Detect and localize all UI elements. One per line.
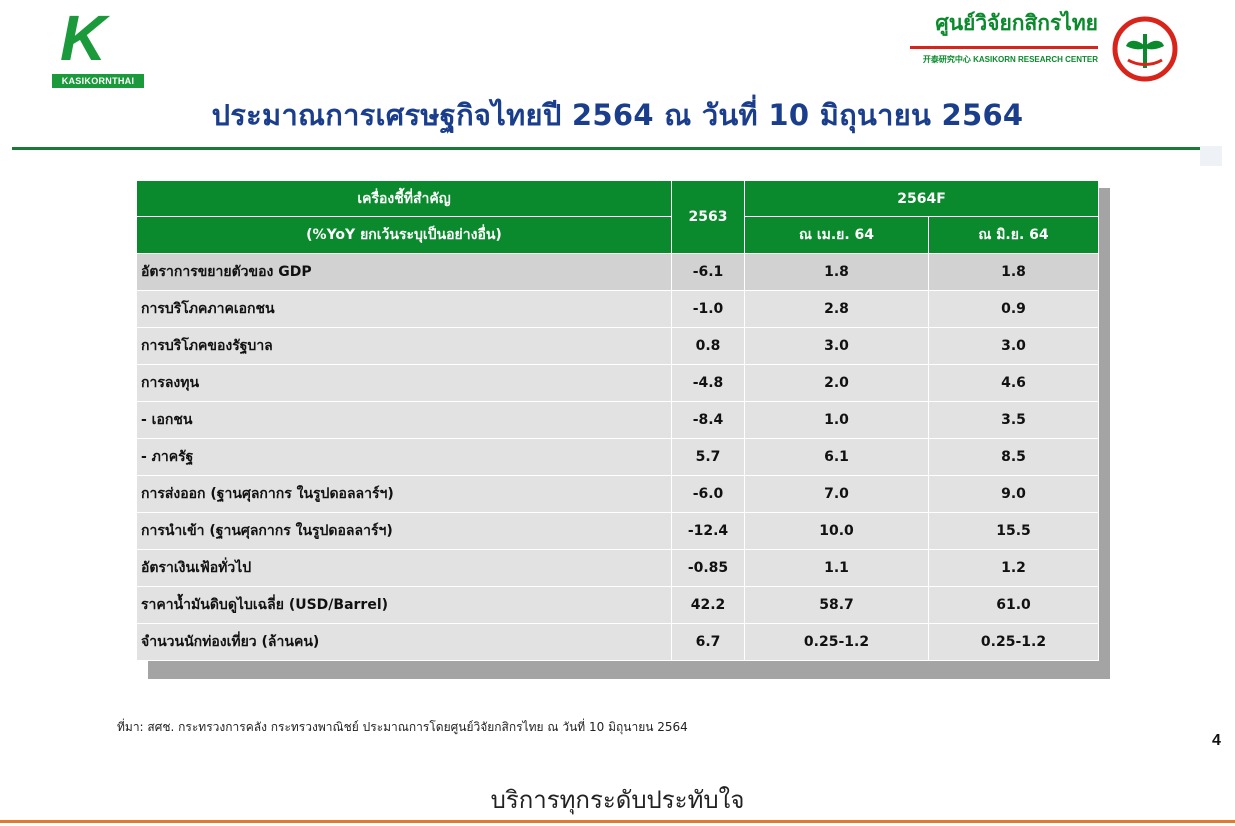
value-jun: 15.5 [928, 512, 1099, 550]
indicator-label: การส่งออก (ฐานศุลกากร ในรูปดอลลาร์ฯ) [136, 475, 672, 513]
value-jun: 1.8 [928, 253, 1099, 291]
k-logo-mark: K [60, 2, 107, 74]
value-jun: 8.5 [928, 438, 1099, 476]
value-apr: 1.8 [744, 253, 929, 291]
indicator-label: การนำเข้า (ฐานศุลกากร ในรูปดอลลาร์ฯ) [136, 512, 672, 550]
indicator-label: ราคาน้ำมันดิบดูไบเฉลี่ย (USD/Barrel) [136, 586, 672, 624]
research-center-subtitle: 开泰研究中心 KASIKORN RESEARCH CENTER [922, 55, 1098, 64]
kasikornthai-logo: K KASIKORNTHAI [52, 6, 152, 90]
table-row: การลงทุน -4.8 2.0 4.6 [136, 364, 1099, 402]
table-row: การบริโภคของรัฐบาล 0.8 3.0 3.0 [136, 327, 1099, 365]
economic-forecast-table: เครื่องชี้ที่สำคัญ 2563 2564F (%YoY ยกเว… [136, 180, 1099, 661]
slogan: บริการทุกระดับประทับใจ [490, 786, 745, 814]
value-apr: 10.0 [744, 512, 929, 550]
value-apr: 3.0 [744, 327, 929, 365]
research-center-name: ศูนย์วิจัยกสิกรไทย [935, 11, 1098, 35]
source-note: ที่มา: สศช. กระทรวงการคลัง กระทรวงพาณิชย… [117, 720, 688, 734]
kasikornthai-wordmark: KASIKORNTHAI [52, 74, 144, 88]
indicator-label: การบริโภคภาคเอกชน [136, 290, 672, 328]
indicator-label: - เอกชน [136, 401, 672, 439]
value-jun: 61.0 [928, 586, 1099, 624]
table-row: การบริโภคภาคเอกชน -1.0 2.8 0.9 [136, 290, 1099, 328]
header-2564f: 2564F [744, 180, 1099, 217]
table-row: จำนวนนักท่องเที่ยว (ล้านคน) 6.7 0.25-1.2 0.… [136, 623, 1099, 661]
value-apr: 58.7 [744, 586, 929, 624]
header-forecast-jun: ณ มิ.ย. 64 [928, 216, 1099, 254]
value-2563: -6.0 [671, 475, 745, 513]
value-apr: 2.8 [744, 290, 929, 328]
value-apr: 7.0 [744, 475, 929, 513]
indicator-label: จำนวนนักท่องเที่ยว (ล้านคน) [136, 623, 672, 661]
table-row: การนำเข้า (ฐานศุลกากร ในรูปดอลลาร์ฯ) -12.… [136, 512, 1099, 550]
table-row: - เอกชน -8.4 1.0 3.5 [136, 401, 1099, 439]
indicator-label: การลงทุน [136, 364, 672, 402]
indicator-label: - ภาครัฐ [136, 438, 672, 476]
value-2563: 5.7 [671, 438, 745, 476]
table-body: อัตราการขยายตัวของ GDP -6.1 1.8 1.8 การบริโ… [136, 253, 1099, 661]
page-title: ประมาณการเศรษฐกิจไทยปี 2564 ณ วันที่ 10 … [211, 98, 1024, 132]
value-2563: 42.2 [671, 586, 745, 624]
indicator-label: อัตราเงินเฟ้อทั่วไป [136, 549, 672, 587]
title-divider [12, 147, 1212, 150]
value-2563: -4.8 [671, 364, 745, 402]
value-jun: 1.2 [928, 549, 1099, 587]
rice-leaf-seal-icon [1112, 16, 1178, 82]
value-apr: 2.0 [744, 364, 929, 402]
value-jun: 3.5 [928, 401, 1099, 439]
header-indicator: เครื่องชี้ที่สำคัญ [136, 180, 672, 217]
indicator-label: อัตราการขยายตัวของ GDP [136, 253, 672, 291]
value-apr: 1.0 [744, 401, 929, 439]
value-jun: 9.0 [928, 475, 1099, 513]
value-jun: 3.0 [928, 327, 1099, 365]
value-apr: 0.25-1.2 [744, 623, 929, 661]
value-apr: 6.1 [744, 438, 929, 476]
table-row: การส่งออก (ฐานศุลกากร ในรูปดอลลาร์ฯ) -6.0… [136, 475, 1099, 513]
value-apr: 1.1 [744, 549, 929, 587]
value-jun: 4.6 [928, 364, 1099, 402]
logo-underline [910, 46, 1098, 49]
value-2563: 6.7 [671, 623, 745, 661]
divider-accent [1200, 146, 1222, 166]
header-indicator-unit: (%YoY ยกเว้นระบุเป็นอย่างอื่น) [136, 216, 672, 254]
indicator-label: การบริโภคของรัฐบาล [136, 327, 672, 365]
header-forecast-apr: ณ เม.ย. 64 [744, 216, 929, 254]
value-2563: -12.4 [671, 512, 745, 550]
page-number: 4 [1212, 732, 1221, 749]
bottom-divider [0, 820, 1235, 823]
table-row: ราคาน้ำมันดิบดูไบเฉลี่ย (USD/Barrel) 42.2… [136, 586, 1099, 624]
value-2563: 0.8 [671, 327, 745, 365]
value-2563: -6.1 [671, 253, 745, 291]
table-row: อัตราการขยายตัวของ GDP -6.1 1.8 1.8 [136, 253, 1099, 291]
header-2563: 2563 [671, 180, 745, 254]
value-2563: -8.4 [671, 401, 745, 439]
value-jun: 0.9 [928, 290, 1099, 328]
value-jun: 0.25-1.2 [928, 623, 1099, 661]
value-2563: -0.85 [671, 549, 745, 587]
kasikorn-research-logo: ศูนย์วิจัยกสิกรไทย 开泰研究中心 KASIKORN RESEA… [880, 10, 1190, 90]
table-row: อัตราเงินเฟ้อทั่วไป -0.85 1.1 1.2 [136, 549, 1099, 587]
table-row: - ภาครัฐ 5.7 6.1 8.5 [136, 438, 1099, 476]
value-2563: -1.0 [671, 290, 745, 328]
